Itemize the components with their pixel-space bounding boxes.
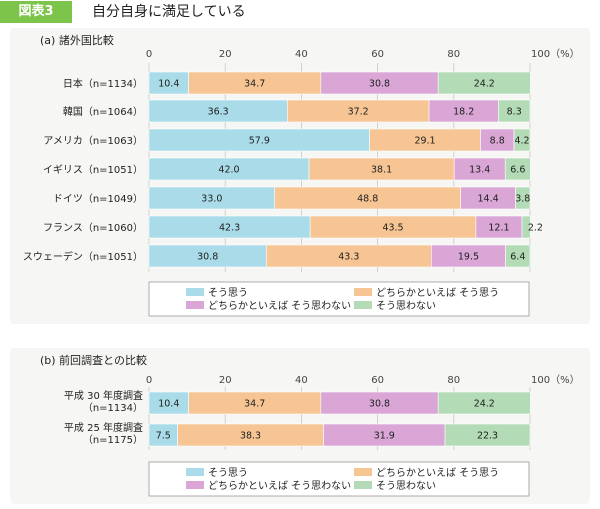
a-data-label: 10.4 <box>158 79 179 90</box>
a-data-label: 6.4 <box>510 252 525 263</box>
a-category-label: イギリス（n=1051） <box>43 164 143 176</box>
a-tick-label: 20 <box>219 49 232 60</box>
a-data-label: 18.2 <box>453 107 474 118</box>
a-data-label: 57.9 <box>249 136 270 147</box>
a-category-label: スウェーデン（n=1051） <box>23 250 143 263</box>
b-legend-box <box>148 461 530 497</box>
a-legend-label: そう思わない <box>376 300 436 312</box>
a-data-label: 6.6 <box>510 165 525 176</box>
a-data-label: 34.7 <box>244 79 265 90</box>
b-legend-swatch <box>354 481 372 489</box>
figure-title: 自分自身に満足している <box>92 4 246 20</box>
a-data-label: 37.2 <box>348 107 369 118</box>
b-legend-swatch <box>186 468 204 476</box>
b-data-label: 22.3 <box>477 431 498 442</box>
a-data-label: 13.4 <box>469 165 490 176</box>
b-legend-swatch <box>354 468 372 476</box>
figure-badge: 図表3 <box>0 1 72 23</box>
a-bar-segment <box>515 186 531 210</box>
a-data-label: 43.3 <box>338 252 359 263</box>
a-tick-label: 60 <box>371 49 384 60</box>
a-data-label: 42.0 <box>218 165 239 176</box>
b-tick-label: 0 <box>146 375 152 386</box>
a-data-label: 14.4 <box>478 194 499 205</box>
a-data-label: 38.1 <box>371 165 392 176</box>
b-category-label: 平成 30 年度調査 <box>64 389 143 402</box>
b-tick-label: 60 <box>371 375 384 386</box>
a-legend-label: どちらかといえば そう思う <box>376 287 499 299</box>
b-bar-segment <box>437 391 531 415</box>
a-data-label: 4.2 <box>514 136 529 147</box>
b-unit-label: 100（%） <box>531 374 580 386</box>
panel-a-title: (a) 諸外国比較 <box>40 34 114 47</box>
a-data-label: 8.8 <box>490 136 505 147</box>
a-category-label: ドイツ（n=1049） <box>53 193 143 205</box>
b-data-label: 31.9 <box>374 431 395 442</box>
a-tick-label: 80 <box>447 49 460 60</box>
a-data-label: 33.0 <box>201 194 222 205</box>
b-tick-label: 40 <box>295 375 308 386</box>
b-tick-label: 20 <box>219 375 232 386</box>
a-legend-swatch <box>354 301 372 309</box>
a-data-label: 19.5 <box>458 252 479 263</box>
a-legend-label: そう思う <box>208 287 248 299</box>
a-bar-segment <box>505 244 531 268</box>
b-category-sublabel: （n=1175） <box>83 434 143 446</box>
a-bar-segment <box>504 157 531 181</box>
a-data-label: 3.8 <box>515 194 530 205</box>
a-data-label: 12.1 <box>488 223 509 234</box>
b-data-label: 30.8 <box>369 399 390 410</box>
a-data-label: 29.1 <box>414 136 435 147</box>
a-category-label: 日本（n=1134） <box>63 77 143 90</box>
a-legend-label: どちらかといえば そう思わない <box>208 300 351 312</box>
b-data-label: 38.3 <box>240 431 261 442</box>
a-bar-segment <box>498 99 531 123</box>
b-data-label: 24.2 <box>474 399 495 410</box>
a-legend-swatch <box>354 288 372 296</box>
a-data-label: 30.8 <box>197 252 218 263</box>
panel-b-title: (b) 前回調査との比較 <box>40 354 147 367</box>
a-data-label: 8.3 <box>507 107 522 118</box>
a-legend-swatch <box>186 301 204 309</box>
b-data-label: 34.7 <box>244 399 265 410</box>
a-bar-segment <box>437 71 531 95</box>
a-data-label: 48.8 <box>357 194 378 205</box>
b-legend-label: どちらかといえば そう思わない <box>208 480 351 492</box>
b-category-label: 平成 25 年度調査 <box>64 421 143 434</box>
b-bar-segment <box>444 423 531 447</box>
a-data-label: 42.3 <box>219 223 240 234</box>
a-data-label: 30.8 <box>369 79 390 90</box>
b-legend-label: どちらかといえば そう思う <box>376 467 499 479</box>
a-category-label: フランス（n=1060） <box>43 222 143 234</box>
a-data-label: 24.2 <box>474 79 495 90</box>
b-legend-swatch <box>186 481 204 489</box>
b-tick-label: 80 <box>447 375 460 386</box>
a-category-label: 韓国（n=1064） <box>63 106 143 118</box>
a-data-label: 43.5 <box>382 223 403 234</box>
a-data-label: 36.3 <box>208 107 229 118</box>
a-tick-label: 40 <box>295 49 308 60</box>
b-data-label: 10.4 <box>158 399 179 410</box>
a-data-label: 2.2 <box>528 223 543 234</box>
a-tick-label: 0 <box>146 49 152 60</box>
a-legend-box <box>148 281 530 317</box>
figure-header: 図表3 自分自身に満足している <box>0 0 600 24</box>
a-bar-segment <box>521 215 531 239</box>
b-data-label: 7.5 <box>156 431 171 442</box>
a-bar-segment <box>513 128 531 152</box>
a-legend-swatch <box>186 288 204 296</box>
a-category-label: アメリカ（n=1063） <box>43 135 143 147</box>
b-legend-label: そう思う <box>208 467 248 479</box>
a-unit-label: 100（%） <box>531 48 580 60</box>
b-legend-label: そう思わない <box>376 480 436 492</box>
b-category-sublabel: （n=1134） <box>83 402 143 414</box>
